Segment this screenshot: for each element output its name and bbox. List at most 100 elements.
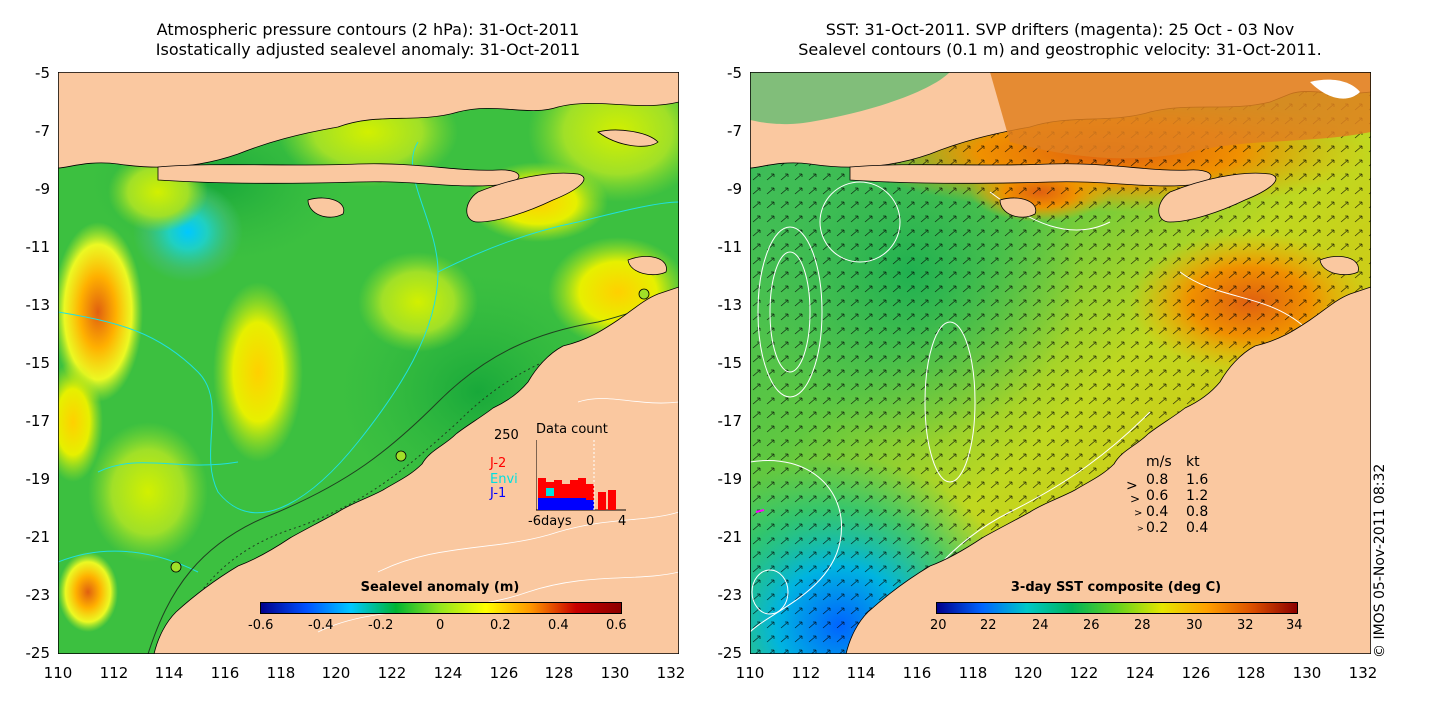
x-tick-label: 132 — [1348, 664, 1378, 682]
y-tick-label: -25 — [717, 644, 743, 662]
velocity-legend-ms: 0.8 — [1146, 472, 1169, 488]
inset-x-label-end: 4 — [618, 514, 627, 529]
left-title-line1: Atmospheric pressure contours (2 hPa): 3… — [156, 20, 580, 39]
y-tick-label: -19 — [717, 470, 743, 488]
x-tick-label: 118 — [958, 664, 988, 682]
data-count-inset: 250 Data count J-2 Envi J-1 -6days 0 4 — [480, 420, 640, 530]
x-tick-label: 110 — [43, 664, 73, 682]
x-tick-label: 116 — [902, 664, 932, 682]
right-title-line1: SST: 31-Oct-2011. SVP drifters (magenta)… — [825, 20, 1295, 39]
x-tick-label: 124 — [433, 664, 463, 682]
colorbar-tick: 0.4 — [548, 618, 569, 633]
x-tick-label: 112 — [99, 664, 129, 682]
x-tick-label: 122 — [1069, 664, 1099, 682]
y-tick-label: -11 — [717, 238, 743, 256]
velocity-legend-kt: 0.4 — [1186, 520, 1209, 536]
colorbar-tick: 20 — [930, 618, 947, 633]
right-title-line2: Sealevel contours (0.1 m) and geostrophi… — [798, 40, 1322, 59]
sla-colorbar-label: Sealevel anomaly (m) — [360, 580, 520, 595]
velocity-legend-ms: 0.2 — [1146, 520, 1169, 536]
y-tick-label: -13 — [717, 296, 743, 314]
y-tick-label: -23 — [717, 586, 743, 604]
x-tick-label: 110 — [735, 664, 765, 682]
colorbar-tick: 26 — [1083, 618, 1100, 633]
x-tick-label: 132 — [656, 664, 686, 682]
velocity-legend-kt: 1.6 — [1186, 472, 1209, 488]
velocity-arrow-icon: > — [1130, 492, 1141, 506]
data-count-bar-group — [538, 478, 616, 510]
inset-legend-j1: J-1 — [490, 486, 507, 501]
inset-ymax-label: 250 — [494, 428, 519, 443]
x-tick-label: 128 — [544, 664, 574, 682]
sla-colorbar: Sealevel anomaly (m) -0.6 -0.4 -0.2 0 0.… — [248, 580, 630, 640]
colorbar-tick: 0.6 — [606, 618, 627, 633]
x-tick-label: 126 — [1181, 664, 1211, 682]
data-count-bars — [536, 440, 626, 511]
velocity-legend-header-kt: kt — [1186, 454, 1200, 470]
inset-x-label-start: -6days — [528, 514, 572, 529]
velocity-legend-ms: 0.4 — [1146, 504, 1169, 520]
velocity-legend: m/s kt > 0.8 1.6 > 0.6 1.2 > 0.4 0.8 > 0… — [1124, 454, 1244, 544]
inset-title: Data count — [536, 422, 608, 437]
sla-colorbar-ticks: -0.6 -0.4 -0.2 0 0.2 0.4 0.6 — [248, 618, 630, 636]
y-tick-label: -5 — [727, 64, 742, 82]
x-tick-label: 124 — [1125, 664, 1155, 682]
y-tick-label: -7 — [727, 122, 742, 140]
sst-colorbar-label: 3-day SST composite (deg C) — [1010, 580, 1222, 595]
velocity-arrow-icon: > — [1126, 478, 1138, 494]
colorbar-tick: 34 — [1286, 618, 1303, 633]
velocity-legend-kt: 0.8 — [1186, 504, 1209, 520]
x-tick-label: 118 — [266, 664, 296, 682]
colorbar-tick: -0.2 — [368, 618, 394, 633]
x-tick-label: 112 — [791, 664, 821, 682]
y-tick-label: -17 — [717, 412, 743, 430]
colorbar-tick: 28 — [1134, 618, 1151, 633]
x-tick-label: 120 — [321, 664, 351, 682]
sst-colorbar: 3-day SST composite (deg C) 20 22 24 26 … — [926, 580, 1306, 640]
velocity-arrow-icon: > — [1137, 524, 1144, 533]
y-tick-label: -9 — [727, 180, 742, 198]
x-tick-label: 130 — [600, 664, 630, 682]
velocity-legend-ms: 0.6 — [1146, 488, 1169, 504]
velocity-legend-header-ms: m/s — [1146, 454, 1172, 470]
y-tick-label: -25 — [25, 644, 51, 662]
sla-colorbar-gradient — [260, 602, 622, 614]
colorbar-tick: 30 — [1186, 618, 1203, 633]
colorbar-tick: 22 — [980, 618, 997, 633]
y-tick-label: -7 — [35, 122, 50, 140]
y-tick-label: -17 — [25, 412, 51, 430]
inset-legend-j2: J-2 — [490, 456, 507, 471]
x-tick-label: 126 — [489, 664, 519, 682]
y-tick-label: -15 — [25, 354, 51, 372]
sealevel-anomaly-map — [58, 72, 679, 654]
imos-credit: © IMOS 05-Nov-2011 08:32 — [1372, 463, 1388, 658]
x-tick-label: 128 — [1236, 664, 1266, 682]
sst-colorbar-gradient — [936, 602, 1298, 614]
colorbar-tick: 0 — [436, 618, 445, 633]
colorbar-tick: 24 — [1032, 618, 1049, 633]
x-tick-label: 114 — [154, 664, 184, 682]
y-tick-label: -21 — [717, 528, 743, 546]
y-tick-label: -9 — [35, 180, 50, 198]
colorbar-tick: -0.4 — [308, 618, 334, 633]
y-tick-label: -15 — [717, 354, 743, 372]
colorbar-tick: -0.6 — [248, 618, 274, 633]
colorbar-tick: 32 — [1237, 618, 1254, 633]
y-tick-label: -13 — [25, 296, 51, 314]
y-tick-label: -21 — [25, 528, 51, 546]
velocity-legend-kt: 1.2 — [1186, 488, 1209, 504]
sst-map — [750, 72, 1371, 654]
inset-legend-envi: Envi — [490, 472, 518, 487]
y-tick-label: -19 — [25, 470, 51, 488]
y-tick-label: -5 — [35, 64, 50, 82]
x-tick-label: 122 — [377, 664, 407, 682]
left-title-line2: Isostatically adjusted sealevel anomaly:… — [155, 40, 581, 59]
x-tick-label: 130 — [1292, 664, 1322, 682]
velocity-arrow-icon: > — [1134, 508, 1143, 519]
x-tick-label: 120 — [1013, 664, 1043, 682]
x-tick-label: 114 — [846, 664, 876, 682]
x-tick-label: 116 — [210, 664, 240, 682]
inset-x-label-zero: 0 — [586, 514, 595, 529]
sst-colorbar-ticks: 20 22 24 26 28 30 32 34 — [926, 618, 1306, 636]
y-tick-label: -11 — [25, 238, 51, 256]
